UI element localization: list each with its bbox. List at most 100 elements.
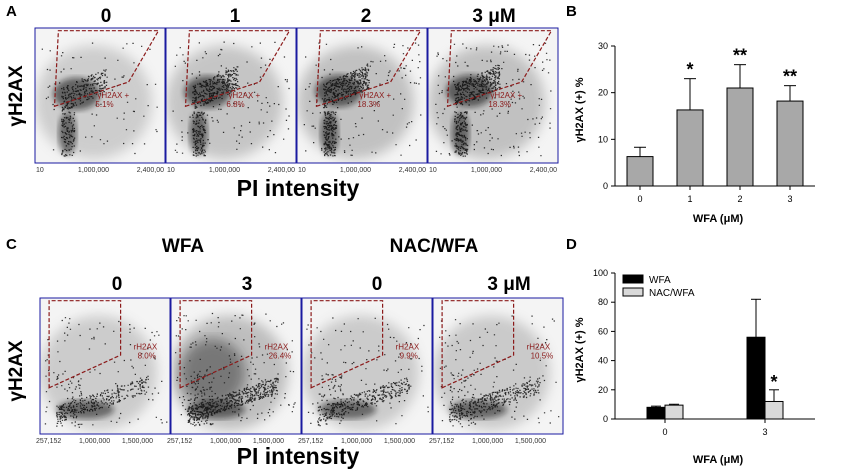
dot-plot-frame bbox=[296, 27, 428, 164]
y-tick-label: 60 bbox=[598, 326, 608, 336]
legend-swatch bbox=[622, 287, 644, 297]
panel-letter-a: A bbox=[6, 3, 17, 20]
gate-name: rH2AX bbox=[527, 343, 551, 352]
gate-percent: 6.8% bbox=[226, 100, 244, 109]
legend-swatch bbox=[622, 274, 644, 284]
bar-wfa-2 bbox=[726, 87, 754, 187]
dot-plot-events bbox=[171, 298, 301, 434]
y-tick-label: 40 bbox=[598, 356, 608, 366]
panel-a: 0 1 2 3 μM γH2AX PI intensity γH2AX +5.1… bbox=[6, 6, 559, 201]
dose-label-a-1: 1 bbox=[230, 6, 241, 27]
dot-plot-a-3: γH2AX +18.3% bbox=[427, 27, 559, 164]
x-tick-label: 3 bbox=[787, 194, 792, 204]
y-tick-label: 0 bbox=[603, 181, 608, 191]
dose-label-a-2: 2 bbox=[361, 6, 372, 27]
panel-letter-d: D bbox=[566, 236, 577, 253]
dose-label-c-0: 0 bbox=[112, 274, 123, 295]
bar-nac-wfa-0 bbox=[664, 404, 684, 420]
x-tick-label: 1,500,000 bbox=[122, 438, 153, 445]
x-tick-label: 10 bbox=[429, 167, 437, 174]
dot-plot-frame bbox=[301, 297, 433, 435]
x-tick-label: 2,400,00 bbox=[399, 167, 426, 174]
x-tick-label: 257,152 bbox=[298, 438, 323, 445]
x-tick-label: 10 bbox=[36, 167, 44, 174]
x-tick-label: 0 bbox=[662, 427, 667, 437]
x-tick-label: 1,500,000 bbox=[515, 438, 546, 445]
dot-plot-frame bbox=[427, 27, 559, 164]
dot-plot-events bbox=[302, 298, 432, 434]
dot-plot-frame bbox=[34, 27, 166, 164]
legend-label: NAC/WFA bbox=[649, 288, 695, 299]
bar-chart-b: γH2AX (+) % WFA (μM) 0 10 20 30 0 1 * 2 ** 3 ** bbox=[574, 41, 815, 225]
gate-name: rH2AX bbox=[134, 343, 158, 352]
gate-polygon bbox=[315, 30, 422, 108]
gate-polygon bbox=[441, 300, 515, 389]
gate-percent: 8.0% bbox=[138, 352, 156, 361]
dose-label-c-1: 3 bbox=[242, 274, 253, 295]
x-tick-label: 1 bbox=[687, 194, 692, 204]
dot-plot-events bbox=[35, 28, 165, 163]
y-axis-label-a: γH2AX bbox=[6, 65, 27, 127]
x-tick-label: 1,000,000 bbox=[340, 167, 371, 174]
bar-wfa-3 bbox=[746, 336, 766, 420]
gate-polygon bbox=[446, 30, 553, 108]
dot-plot-frame bbox=[432, 297, 564, 435]
x-tick-label: 1,000,000 bbox=[210, 438, 241, 445]
gate-polygon bbox=[184, 30, 291, 108]
x-tick-label: 3 bbox=[762, 427, 767, 437]
x-tick-label: 1,000,000 bbox=[341, 438, 372, 445]
x-axis-label-a: PI intensity bbox=[237, 175, 360, 201]
panel-letter-b: B bbox=[566, 3, 577, 20]
significance-marker: * bbox=[770, 372, 777, 392]
x-tick-label: 257,152 bbox=[167, 438, 192, 445]
x-tick-label: 1,000,000 bbox=[78, 167, 109, 174]
x-tick-label: 0 bbox=[637, 194, 642, 204]
y-tick-label: 20 bbox=[598, 385, 608, 395]
gate-name: rH2AX bbox=[396, 343, 420, 352]
gate-polygon bbox=[48, 300, 122, 389]
x-tick-label: 10 bbox=[167, 167, 175, 174]
bar-wfa-0 bbox=[626, 156, 654, 187]
x-tick-label: 1,500,000 bbox=[253, 438, 284, 445]
x-tick-label: 257,152 bbox=[429, 438, 454, 445]
x-tick-label: 1,500,000 bbox=[384, 438, 415, 445]
x-tick-label: 1,000,000 bbox=[209, 167, 240, 174]
y-tick-label: 30 bbox=[598, 41, 608, 51]
dose-label-c-3: 3 μM bbox=[487, 274, 530, 295]
dot-plot-a-1: γH2AX +6.8% bbox=[165, 27, 297, 164]
gate-name: rH2AX bbox=[265, 343, 289, 352]
x-tick-label: 257,152 bbox=[36, 438, 61, 445]
x-axis-label-c: PI intensity bbox=[237, 443, 360, 469]
group-label-wfa: WFA bbox=[162, 236, 204, 257]
x-tick-label: 10 bbox=[298, 167, 306, 174]
gate-percent: 9.9% bbox=[400, 352, 418, 361]
dot-plot-a-0: γH2AX +5.1% bbox=[34, 27, 166, 164]
significance-marker: * bbox=[686, 60, 693, 80]
chart-b-ylabel: γH2AX (+) % bbox=[574, 77, 586, 142]
x-tick-label: 2,400,00 bbox=[268, 167, 295, 174]
y-tick-label: 0 bbox=[603, 414, 608, 424]
dot-plot-events bbox=[166, 28, 296, 163]
dot-plot-a-2: γH2AX +18.3% bbox=[296, 27, 428, 164]
dose-label-c-2: 0 bbox=[372, 274, 383, 295]
x-tick-label: 1,000,000 bbox=[79, 438, 110, 445]
y-axis-label-c: γH2AX bbox=[6, 340, 27, 402]
x-tick-label: 1,000,000 bbox=[472, 438, 503, 445]
y-tick-label: 80 bbox=[598, 297, 608, 307]
y-tick-label: 20 bbox=[598, 88, 608, 98]
significance-marker: ** bbox=[783, 67, 797, 87]
dose-label-a-3: 3 μM bbox=[472, 6, 515, 27]
gate-polygon bbox=[310, 300, 384, 389]
panel-c: WFA NAC/WFA 0 3 0 3 μM γH2AX PI intensit… bbox=[6, 236, 564, 469]
chart-d-xlabel: WFA (μM) bbox=[693, 454, 744, 466]
y-tick-label: 10 bbox=[598, 134, 608, 144]
gate-percent: 10.5% bbox=[531, 352, 554, 361]
bar-wfa-0 bbox=[646, 406, 666, 420]
significance-marker: ** bbox=[733, 46, 747, 66]
dose-label-a-0: 0 bbox=[101, 6, 112, 27]
dot-plot-events bbox=[428, 28, 558, 163]
